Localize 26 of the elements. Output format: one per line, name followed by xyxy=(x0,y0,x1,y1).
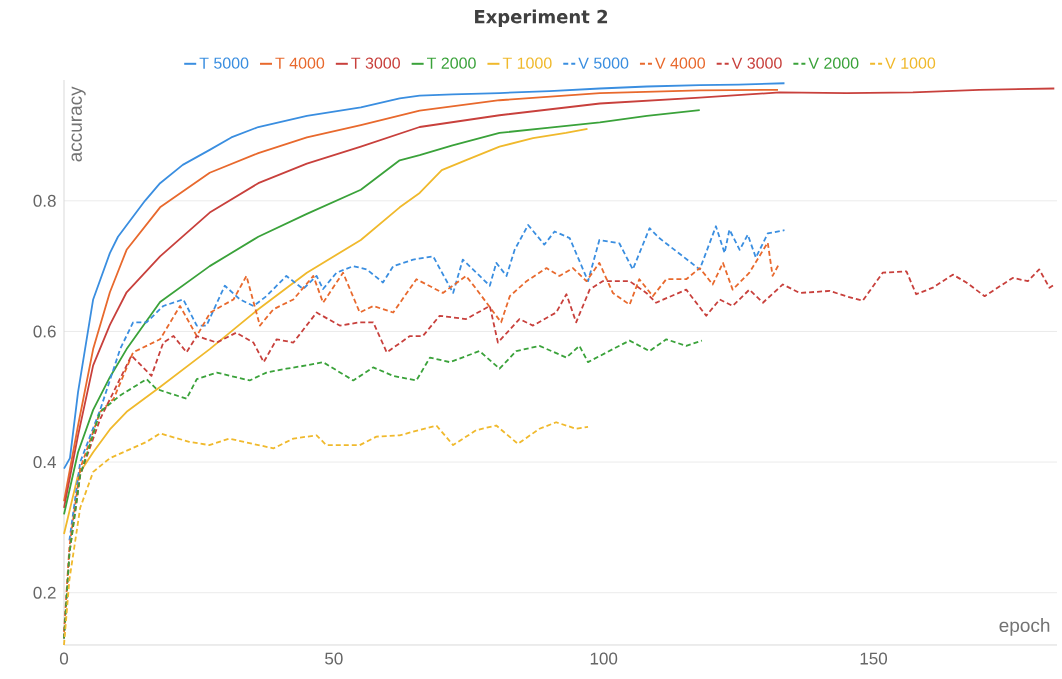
line-series xyxy=(63,421,589,646)
line-series xyxy=(63,338,703,640)
x-tick-label: 150 xyxy=(860,652,888,665)
legend-label: T 3000 xyxy=(351,57,400,69)
y-tick-label: 0.6 xyxy=(33,325,56,338)
x-tick-label: 50 xyxy=(325,652,343,665)
x-tick-label: 0 xyxy=(59,652,69,665)
y-tick-label: 0.4 xyxy=(33,456,56,469)
x-tick-label: 100 xyxy=(590,652,618,665)
y-axis-title: accuracy xyxy=(71,86,86,162)
legend-label: T 4000 xyxy=(275,57,325,69)
y-tick-label: 0.2 xyxy=(33,586,56,599)
legend-label: V 2000 xyxy=(808,57,859,69)
legend-label: V 5000 xyxy=(578,57,629,69)
chart-title: Experiment 2 xyxy=(475,9,608,27)
line-series xyxy=(68,224,786,542)
legend-label: V 4000 xyxy=(655,57,706,69)
line-series xyxy=(63,241,780,633)
legend-label: V 1000 xyxy=(885,57,936,69)
y-tick-label: 0.8 xyxy=(33,194,56,207)
legend-label: T 2000 xyxy=(426,57,476,69)
legend-label: T 5000 xyxy=(199,57,249,69)
line-series xyxy=(63,87,1056,509)
x-axis-title: epoch xyxy=(999,618,1050,636)
legend-label: T 1000 xyxy=(502,57,552,69)
legend-label: V 3000 xyxy=(731,57,782,69)
